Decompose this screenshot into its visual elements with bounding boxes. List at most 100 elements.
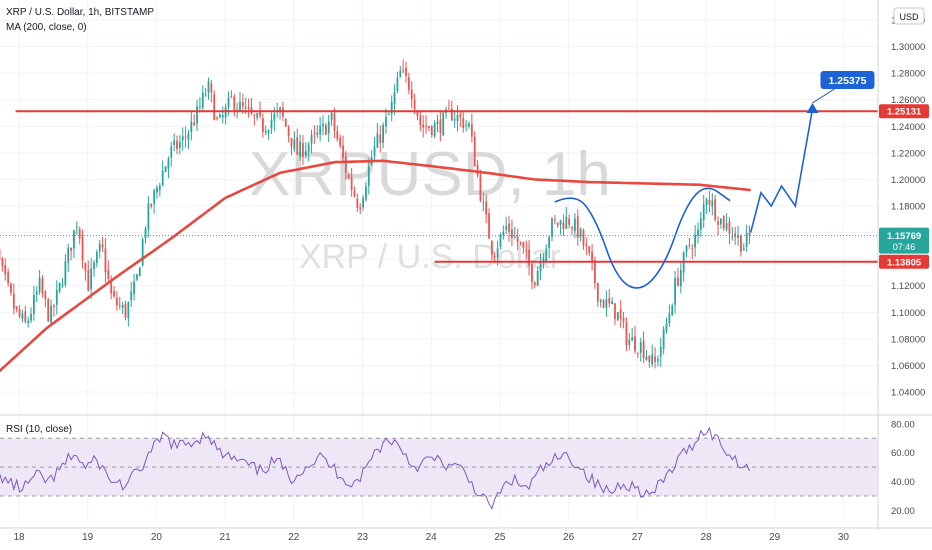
currency-badge[interactable]: USD bbox=[893, 7, 925, 25]
candle-body bbox=[104, 248, 107, 273]
candle-body bbox=[631, 337, 634, 341]
candle-body bbox=[548, 237, 551, 248]
x-tick-label: 19 bbox=[82, 532, 94, 543]
target-connector bbox=[812, 88, 835, 104]
candle-body bbox=[307, 144, 310, 152]
candle-body bbox=[511, 229, 513, 239]
candle-body bbox=[267, 130, 270, 134]
bar-countdown-label: 07:46 bbox=[893, 242, 916, 252]
x-tick-label: 22 bbox=[288, 532, 300, 543]
overlays: 1.25375 bbox=[0, 70, 878, 373]
candle-body bbox=[528, 249, 530, 266]
candle-body bbox=[138, 267, 141, 277]
candle-body bbox=[101, 244, 104, 248]
candle-body bbox=[468, 123, 470, 127]
candle-body bbox=[565, 216, 568, 229]
candle-body bbox=[731, 235, 734, 237]
y-tick-label: 1.10000 bbox=[891, 308, 925, 319]
candle-body bbox=[407, 77, 410, 90]
candle-body bbox=[573, 218, 576, 232]
y-tick-label: 1.26000 bbox=[891, 95, 925, 106]
rsi-panel bbox=[0, 426, 878, 510]
candle-body bbox=[387, 114, 390, 116]
candle-body bbox=[402, 69, 405, 71]
candle-body bbox=[596, 282, 599, 302]
candle-body bbox=[7, 272, 10, 284]
y-tick-label: 1.24000 bbox=[891, 122, 925, 133]
candle-body bbox=[327, 121, 330, 134]
x-tick-label: 30 bbox=[838, 532, 850, 543]
candle-body bbox=[436, 121, 439, 125]
candle-body bbox=[737, 235, 739, 239]
ma-200-line bbox=[0, 159, 751, 373]
candle-body bbox=[95, 252, 98, 264]
level-price-label: 1.13805 bbox=[887, 257, 922, 268]
candle-body bbox=[659, 346, 662, 357]
candle-body bbox=[740, 235, 742, 252]
candle-body bbox=[622, 317, 625, 322]
candle-body bbox=[247, 107, 250, 110]
y-tick-label: 1.04000 bbox=[891, 388, 925, 399]
y-tick-label: 1.06000 bbox=[891, 361, 925, 372]
candle-body bbox=[677, 277, 679, 286]
projection-path bbox=[749, 108, 814, 233]
candle-body bbox=[399, 70, 402, 78]
candle-body bbox=[61, 284, 64, 286]
price-series bbox=[0, 59, 751, 369]
candle-body bbox=[147, 203, 150, 229]
rsi-tick-label: 60.00 bbox=[891, 448, 915, 459]
candle-body bbox=[479, 174, 482, 201]
candle-body bbox=[279, 107, 281, 112]
candle-body bbox=[742, 248, 745, 251]
candle-body bbox=[350, 177, 353, 190]
candle-body bbox=[745, 232, 748, 247]
candle-body bbox=[748, 232, 751, 236]
candle-body bbox=[35, 291, 38, 295]
candle-body bbox=[717, 221, 719, 225]
candle-body bbox=[256, 113, 259, 118]
candle-body bbox=[78, 228, 81, 239]
candle-body bbox=[299, 141, 301, 157]
candle-body bbox=[344, 156, 347, 173]
x-tick-label: 29 bbox=[769, 532, 781, 543]
x-tick-label: 20 bbox=[151, 532, 163, 543]
candle-body bbox=[719, 218, 722, 225]
candle-body bbox=[32, 294, 35, 315]
candle-body bbox=[38, 277, 41, 293]
candle-body bbox=[201, 92, 204, 108]
candle-body bbox=[496, 248, 499, 258]
candle-body bbox=[456, 114, 459, 121]
candle-body bbox=[616, 311, 619, 321]
candle-body bbox=[187, 133, 190, 140]
candle-body bbox=[559, 220, 562, 225]
currency-badge-label: USD bbox=[899, 12, 919, 22]
candle-body bbox=[588, 246, 591, 253]
candle-body bbox=[385, 117, 387, 127]
candle-body bbox=[90, 268, 93, 290]
candle-body bbox=[230, 96, 233, 98]
candle-body bbox=[216, 117, 218, 119]
candle-body bbox=[605, 299, 608, 308]
candle-body bbox=[711, 200, 714, 207]
candle-body bbox=[167, 158, 170, 169]
candle-body bbox=[296, 137, 299, 155]
candle-body bbox=[98, 243, 101, 252]
candle-body bbox=[422, 124, 425, 128]
candle-body bbox=[599, 300, 602, 303]
candle-body bbox=[499, 234, 502, 247]
rsi-tick-label: 20.00 bbox=[891, 506, 915, 517]
candle-body bbox=[502, 231, 505, 236]
candle-body bbox=[27, 320, 30, 323]
candle-body bbox=[213, 94, 216, 121]
candle-body bbox=[347, 174, 350, 179]
last-price-label: 1.15769 bbox=[887, 231, 921, 242]
candle-body bbox=[542, 259, 545, 262]
candle-body bbox=[287, 127, 290, 136]
candle-body bbox=[459, 113, 462, 118]
candle-body bbox=[702, 204, 705, 221]
x-tick-label: 28 bbox=[700, 532, 712, 543]
candle-body bbox=[50, 306, 52, 323]
candle-body bbox=[21, 313, 24, 319]
candle-body bbox=[591, 251, 593, 262]
